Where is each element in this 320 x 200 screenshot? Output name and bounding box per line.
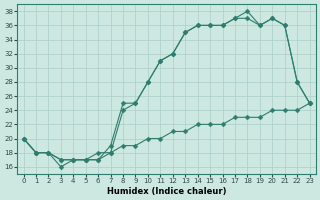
X-axis label: Humidex (Indice chaleur): Humidex (Indice chaleur) [107, 187, 226, 196]
